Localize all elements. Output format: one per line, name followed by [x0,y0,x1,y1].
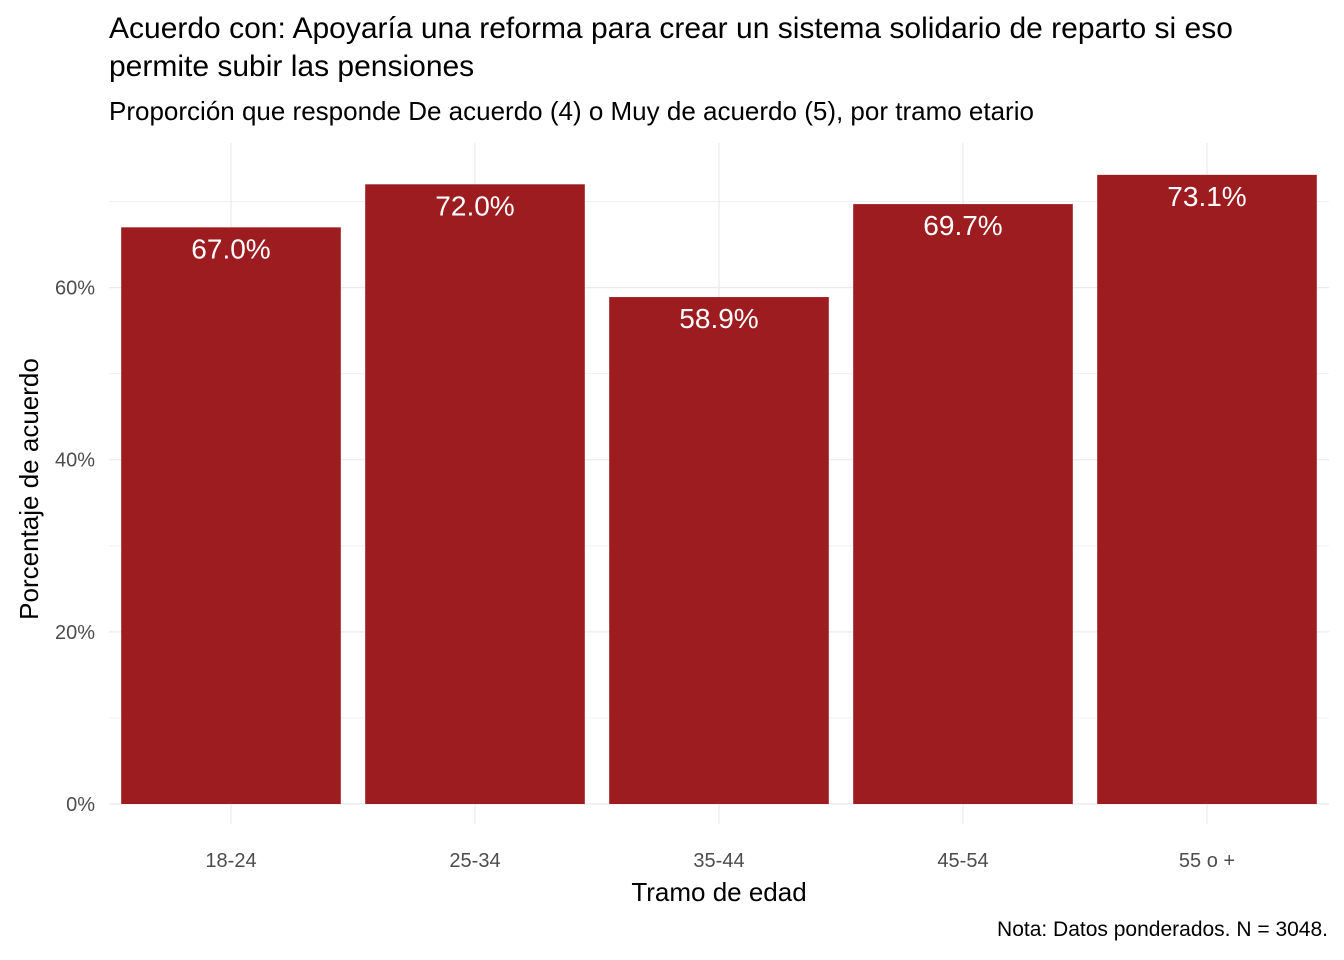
x-tick-label: 25-34 [449,850,500,872]
bar-data-label: 72.0% [435,190,514,221]
x-axis-title: Tramo de edad [631,877,806,907]
y-axis-ticks: 0% 20% 40% 60% [55,278,95,816]
bar [121,227,341,804]
x-axis-ticks: 18-24 25-34 35-44 45-54 55 o + [205,850,1235,872]
y-axis-title: Porcentaje de acuerdo [14,358,44,620]
y-tick-label: 60% [55,278,95,300]
bar-data-label: 69.7% [923,210,1002,241]
chart-subtitle: Proporción que responde De acuerdo (4) o… [109,96,1034,126]
bar-data-label: 73.1% [1167,181,1246,212]
chart-caption: Nota: Datos ponderados. N = 3048. [997,918,1328,941]
y-tick-label: 20% [55,622,95,644]
y-tick-label: 40% [55,450,95,472]
x-tick-label: 18-24 [205,850,256,872]
bar [853,204,1073,804]
bars [121,174,1317,805]
bar [365,184,585,804]
x-tick-label: 35-44 [693,850,744,872]
chart-title: Acuerdo con: Apoyaría una reforma para c… [109,12,1233,83]
x-tick-label: 55 o + [1179,850,1235,872]
bar [609,297,829,804]
x-tick-label: 45-54 [937,850,988,872]
bar [1097,174,1317,805]
y-tick-label: 0% [66,794,95,816]
bar-data-label: 67.0% [191,233,270,264]
bar-labels: 67.0% 72.0% 58.9% 69.7% 73.1% [191,181,1246,334]
bar-data-label: 58.9% [679,303,758,334]
